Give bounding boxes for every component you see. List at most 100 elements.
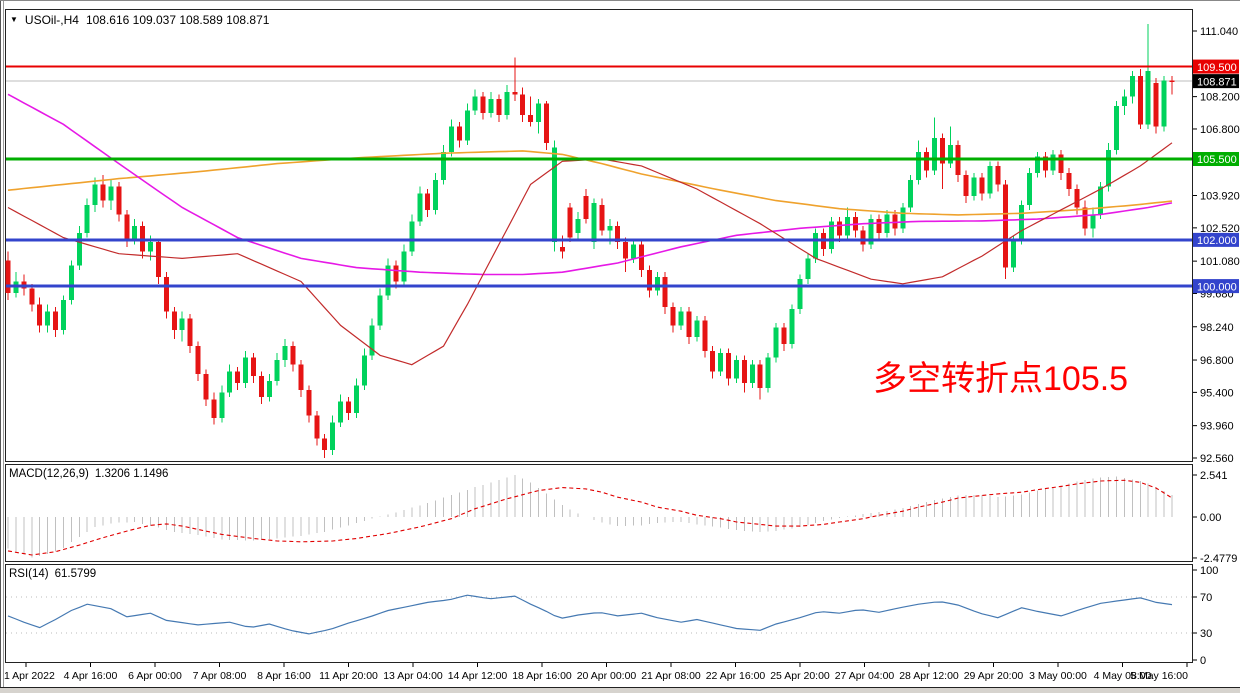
candle xyxy=(979,172,985,201)
candle xyxy=(963,170,969,203)
candle-body xyxy=(488,98,494,113)
candle-body xyxy=(702,320,708,351)
candle xyxy=(464,103,470,146)
candle xyxy=(258,371,264,404)
candle xyxy=(710,346,716,379)
date-axis[interactable]: 1 Apr 2022 4 Apr 16:00 6 Apr 00:00 7 Apr 08… xyxy=(4,663,1188,682)
candle xyxy=(1114,101,1120,155)
price-axis[interactable]: 111.040 108.200 106.800 103.920 102.520 101.0… xyxy=(1193,26,1240,465)
candle-body xyxy=(68,265,74,300)
candle xyxy=(781,323,787,351)
candle-body xyxy=(1169,80,1175,82)
candle-body xyxy=(1019,205,1025,240)
candle-body xyxy=(971,177,977,196)
candle xyxy=(551,140,557,252)
price-axis-label: 95.400 xyxy=(1200,387,1234,399)
candle xyxy=(528,96,534,127)
macd-name: MACD(12,26,9) xyxy=(9,468,89,480)
symbol-dropdown-icon[interactable]: ▼ xyxy=(10,15,18,24)
candle xyxy=(219,385,225,423)
candle xyxy=(163,272,169,319)
candle-body xyxy=(243,357,249,384)
price-panel[interactable] xyxy=(5,24,1193,458)
candle xyxy=(615,221,621,250)
candle-body xyxy=(1011,239,1017,268)
candle xyxy=(504,85,510,120)
candle-body xyxy=(543,103,549,143)
price-badge: 108.871 xyxy=(1193,74,1239,88)
price-axis-label: 111.040 xyxy=(1200,26,1238,38)
ma-line-orange xyxy=(7,150,1173,216)
candle xyxy=(1050,149,1056,176)
price-badge-bg xyxy=(1193,59,1239,74)
candle-body xyxy=(908,179,914,208)
candle xyxy=(385,258,391,300)
candle xyxy=(480,91,486,120)
macd-panel[interactable]: 2.541 0.00 -2.4779 xyxy=(7,470,1237,565)
candle xyxy=(37,297,43,333)
candle-body xyxy=(884,214,890,233)
rsi-name: RSI(14) xyxy=(9,568,49,580)
candle-body xyxy=(749,364,755,384)
candle-body xyxy=(298,364,304,391)
candle xyxy=(987,161,993,199)
candle xyxy=(116,182,122,222)
candle-body xyxy=(1137,75,1143,125)
candle-body xyxy=(148,242,154,252)
candle-body xyxy=(29,288,35,305)
candle xyxy=(472,89,478,116)
candle-body xyxy=(377,295,383,326)
candle-body xyxy=(844,216,850,236)
candle xyxy=(543,101,549,150)
candle xyxy=(884,209,890,238)
window-bottom-edge xyxy=(0,687,1240,693)
candle-body xyxy=(45,311,51,326)
candle xyxy=(496,94,502,123)
candle xyxy=(171,306,177,340)
candle-body xyxy=(353,385,359,414)
candle xyxy=(369,318,375,361)
candle-body xyxy=(203,373,209,400)
candle xyxy=(266,373,272,402)
candle-body xyxy=(361,355,367,386)
candle xyxy=(662,272,668,314)
symbol-timeframe-label: USOil-,H4 xyxy=(24,13,79,27)
candle-body xyxy=(1161,80,1167,127)
candle xyxy=(155,239,161,284)
date-label: 14 Apr 12:00 xyxy=(448,670,508,682)
candle xyxy=(1026,168,1032,210)
candle xyxy=(995,161,1001,192)
candle xyxy=(939,133,945,190)
candle xyxy=(702,316,708,358)
candle xyxy=(623,237,629,273)
candle-body xyxy=(623,242,629,259)
date-label: 29 Apr 20:00 xyxy=(964,670,1024,682)
rsi-panel[interactable]: 100 70 30 0 xyxy=(6,565,1218,667)
candle-body xyxy=(1026,172,1032,206)
candle xyxy=(805,253,811,284)
candle xyxy=(322,433,328,458)
candle-body xyxy=(995,165,1001,185)
candle-body xyxy=(441,152,447,180)
candle-body xyxy=(789,309,795,344)
candle-body xyxy=(662,276,668,307)
candle-body xyxy=(282,346,288,361)
candle xyxy=(5,251,11,300)
price-badge-bg xyxy=(1193,152,1239,167)
price-axis-label: 92.560 xyxy=(1200,453,1234,465)
candle xyxy=(1137,68,1143,129)
candle xyxy=(1098,182,1104,220)
candle xyxy=(829,216,835,254)
candle-body xyxy=(409,221,415,252)
candle-body xyxy=(266,380,272,397)
candle-body xyxy=(528,115,534,123)
candle xyxy=(694,316,700,342)
candle xyxy=(1106,142,1112,192)
candle-body xyxy=(219,392,225,418)
candle-body xyxy=(512,91,518,95)
candle-body xyxy=(615,226,621,243)
candle-body xyxy=(1003,184,1009,268)
candle-body xyxy=(646,269,652,291)
